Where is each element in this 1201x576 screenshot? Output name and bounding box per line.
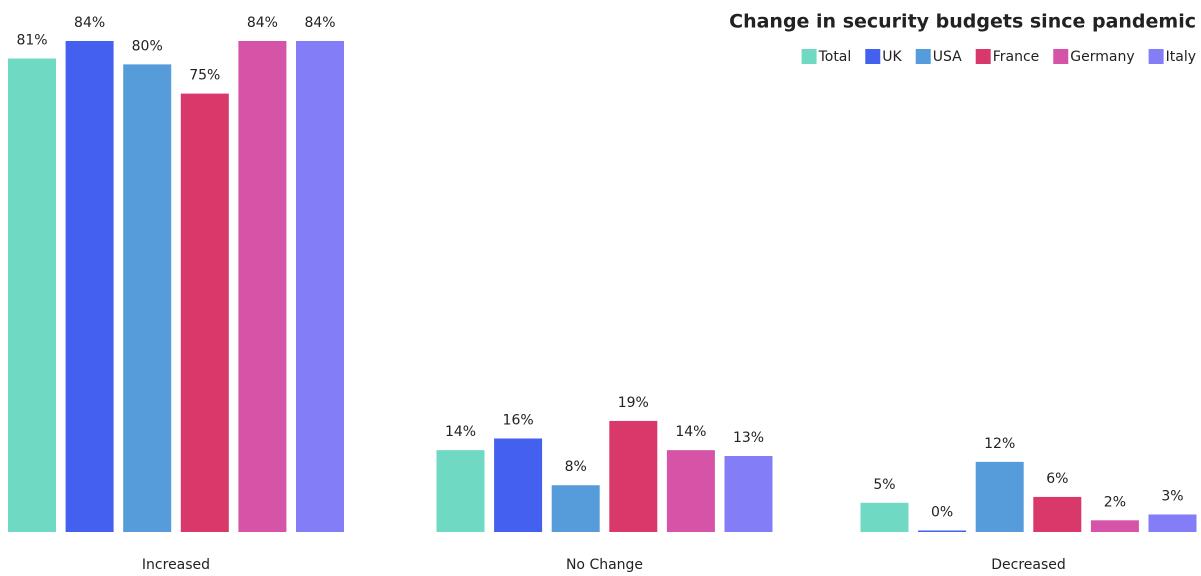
data-label: 3%: [1161, 488, 1183, 504]
legend-swatch: [975, 49, 991, 64]
x-tick-label: Increased: [142, 557, 210, 573]
bar: [238, 41, 287, 532]
bar: [180, 93, 229, 532]
bar: [296, 41, 344, 532]
legend-label: Italy: [1166, 49, 1196, 65]
bar: [609, 420, 658, 532]
bar: [436, 450, 485, 532]
x-tick-label: No Change: [566, 557, 643, 573]
data-label: 5%: [873, 477, 895, 493]
bar: [1148, 514, 1197, 532]
bar: [8, 58, 56, 533]
bar: [666, 450, 715, 532]
bar: [975, 461, 1024, 532]
x-tick-label: Decreased: [991, 557, 1066, 573]
bar: [724, 456, 773, 532]
legend-swatch: [865, 49, 881, 64]
data-label: 16%: [503, 412, 534, 428]
data-label: 6%: [1046, 471, 1068, 487]
data-label: 0%: [931, 505, 953, 521]
data-label: 12%: [984, 436, 1015, 452]
bar: [860, 502, 909, 532]
legend-label: USA: [933, 49, 962, 65]
data-label: 84%: [247, 15, 278, 31]
legend-label: UK: [882, 49, 902, 65]
data-label: 81%: [16, 33, 47, 49]
data-label: 84%: [74, 15, 105, 31]
bar: [551, 485, 600, 532]
bar: [1033, 496, 1082, 532]
legend-swatch: [915, 49, 931, 64]
bar: [65, 41, 114, 532]
bar: [918, 530, 967, 532]
bar: [494, 438, 543, 532]
legend-swatch: [1148, 49, 1164, 64]
legend-label: Germany: [1070, 49, 1134, 65]
data-label: 13%: [733, 430, 764, 446]
data-label: 75%: [189, 68, 220, 84]
chart-title: Change in security budgets since pandemi…: [729, 11, 1196, 33]
data-label: 14%: [445, 424, 476, 440]
data-label: 80%: [132, 38, 163, 54]
bar: [123, 64, 172, 532]
legend-label: France: [993, 49, 1040, 65]
legend-label: Total: [818, 49, 852, 65]
data-label: 8%: [565, 459, 587, 475]
legend-swatch: [1053, 49, 1069, 64]
data-label: 84%: [304, 15, 335, 31]
data-label: 19%: [618, 395, 649, 411]
data-label: 2%: [1104, 494, 1126, 510]
bar: [1090, 520, 1139, 532]
legend-swatch: [801, 49, 817, 64]
data-label: 14%: [675, 424, 706, 440]
